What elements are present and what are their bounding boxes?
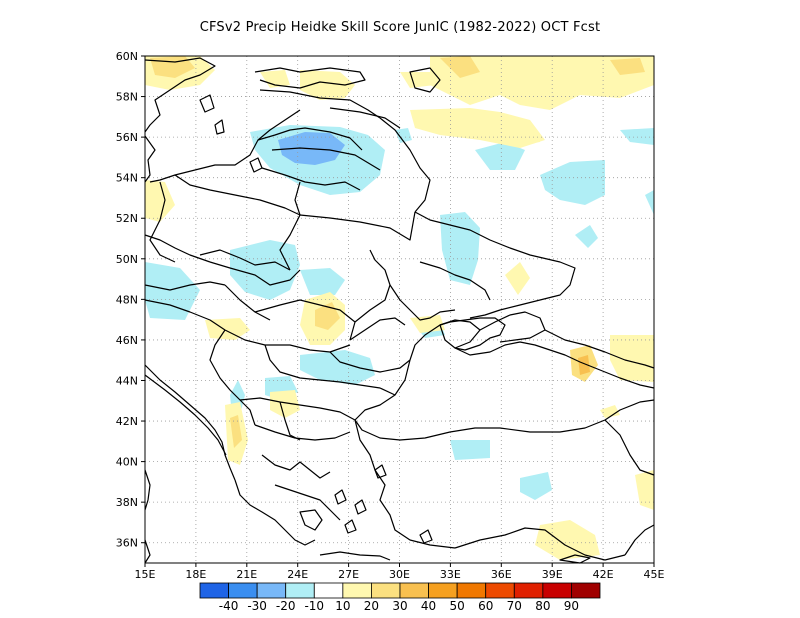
colorbar-label: 70 (507, 599, 522, 613)
shade-neg-austria-l (145, 262, 200, 320)
shade-pos-se-corner (635, 470, 654, 510)
colorbar-swatch (342, 582, 372, 599)
shade-pos-bulgaria-w (270, 390, 300, 418)
shade-pos-ukraine-e (505, 262, 530, 295)
lon-tick-label: 24E (287, 568, 308, 581)
lon-tick-label: 21E (236, 568, 257, 581)
shade-neg-west-russia (540, 160, 605, 205)
shade-neg-ne2 (645, 190, 654, 215)
lat-tick-label: 60N (116, 50, 138, 63)
shade-pos-latvia2 (400, 72, 435, 88)
lon-tick-label: 39E (542, 568, 563, 581)
colorbar-swatch (542, 582, 572, 599)
shade-neg-belarus-sw (395, 128, 412, 143)
shade-pos-caucasus-dark (578, 355, 590, 375)
lat-tick-label: 58N (116, 91, 138, 104)
colorbar-label: 30 (392, 599, 407, 613)
latitude-tick-labels: 60N 58N 56N 54N 52N 50N 48N 46N 44N 42N 40N 38N 36N (116, 50, 138, 550)
lat-tick-label: 38N (116, 496, 138, 509)
colorbar-swatch (199, 582, 229, 599)
colorbar-label: 90 (564, 599, 579, 613)
shade-neg-turkey (520, 472, 552, 500)
colorbar-label: 10 (335, 599, 350, 613)
colorbar-swatch (371, 582, 401, 599)
colorbar-swatch (456, 582, 487, 599)
shade-pos-albania-mid (230, 415, 242, 448)
shade-pos-north-band-mid (440, 56, 480, 78)
colorbar-swatch (228, 582, 258, 599)
colorbar-swatch (285, 582, 315, 599)
colorbar (199, 582, 601, 599)
lon-tick-label: 36E (491, 568, 512, 581)
colorbar-label: -40 (219, 599, 239, 613)
shade-neg-caucasus (575, 225, 598, 248)
lon-tick-label: 42E (593, 568, 614, 581)
shade-pos-caucasus (610, 335, 654, 382)
lon-tick-label: 45E (644, 568, 665, 581)
shade-pos-sweden (260, 70, 290, 88)
lat-tick-label: 42N (116, 415, 138, 428)
lat-tick-label: 50N (116, 253, 138, 266)
shade-pos-n-small (510, 128, 540, 145)
shade-neg-ne (620, 128, 654, 145)
lat-tick-label: 46N (116, 334, 138, 347)
shade-neg-ukraine (440, 212, 480, 285)
lat-tick-label: 40N (116, 456, 138, 469)
colorbar-label: 60 (478, 599, 493, 613)
colorbar-swatch (313, 582, 344, 599)
shade-neg-north-top (475, 142, 525, 170)
colorbar-label: 50 (450, 599, 465, 613)
longitude-tick-labels: 15E 18E 21E 24E 27E 30E 33E 36E 39E 42E 45E (135, 568, 665, 581)
lon-tick-label: 18E (185, 568, 206, 581)
colorbar-swatch (485, 582, 515, 599)
colorbar-label: 40 (421, 599, 436, 613)
shade-pos-belarus-n (410, 108, 545, 148)
colorbar-swatch (571, 582, 601, 599)
shade-pos-north-band-mid2 (610, 58, 645, 75)
shade-pos-west (145, 180, 175, 222)
axis-ticks (141, 55, 655, 567)
lat-tick-label: 52N (116, 212, 138, 225)
colorbar-swatch (513, 582, 544, 599)
colorbar-label: -10 (304, 599, 324, 613)
lon-tick-label: 27E (338, 568, 359, 581)
shade-neg-poland2 (300, 268, 345, 295)
map-grid (145, 56, 654, 563)
coastlines-and-borders (144, 57, 655, 564)
colorbar-label: -20 (276, 599, 296, 613)
colorbar-swatch (428, 582, 458, 599)
colorbar-swatch (256, 582, 287, 599)
colorbar-labels: -40 -30 -20 -10 10 20 30 40 50 60 70 80 90 (219, 599, 579, 613)
shade-pos-ne-small (600, 405, 620, 418)
lat-tick-label: 44N (116, 374, 138, 387)
lat-tick-label: 48N (116, 293, 138, 306)
lat-tick-label: 36N (116, 537, 138, 550)
map-title: CFSv2 Precip Heidke Skill Score JunIC (1… (199, 20, 601, 35)
colorbar-swatch (399, 582, 429, 599)
colorbar-label: 20 (364, 599, 379, 613)
colorbar-label: 80 (535, 599, 550, 613)
shade-pos-latvia (300, 70, 355, 100)
lon-tick-label: 15E (135, 568, 156, 581)
shade-pos-romania-e (410, 315, 445, 333)
lat-tick-label: 54N (116, 172, 138, 185)
shade-pos-turkey-e (535, 520, 600, 560)
lon-tick-label: 33E (440, 568, 461, 581)
lat-tick-label: 56N (116, 131, 138, 144)
skill-shading (145, 56, 654, 560)
shade-neg-black-sea (450, 440, 490, 460)
lon-tick-label: 30E (389, 568, 410, 581)
colorbar-label: -30 (247, 599, 267, 613)
shade-neg-romania (300, 350, 375, 385)
